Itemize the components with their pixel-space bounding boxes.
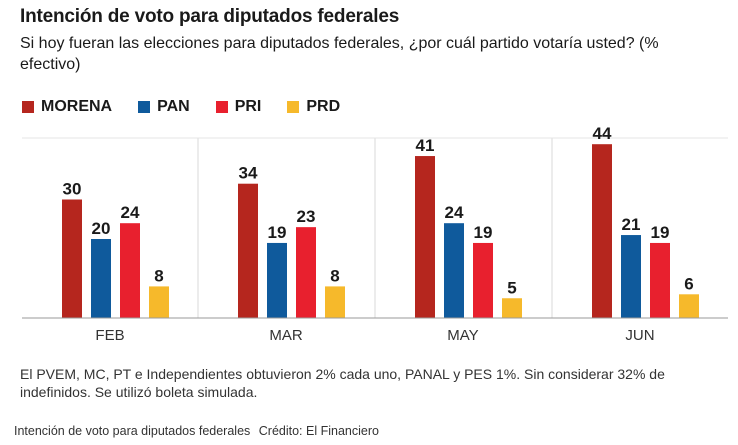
data-label-morena-feb: 30: [63, 180, 82, 199]
legend-item-prd: PRD: [287, 98, 340, 116]
data-label-pan-mar: 19: [268, 223, 287, 242]
data-label-morena-mar: 34: [239, 164, 258, 183]
bar-pri-may: [473, 242, 493, 318]
data-label-pan-jun: 21: [622, 215, 641, 234]
caption-text: Intención de voto para diputados federal…: [14, 424, 251, 438]
data-label-pan-may: 24: [445, 203, 464, 222]
credit-text: Crédito: El Financiero: [258, 424, 379, 438]
footnote: El PVEM, MC, PT e Independientes obtuvie…: [20, 366, 665, 400]
chart-title: Intención de voto para diputados federal…: [20, 6, 400, 27]
legend-item-pri: PRI: [215, 98, 262, 116]
legend-swatch-prd: [287, 101, 300, 113]
legend-label-pan: PAN: [157, 98, 190, 115]
legend-swatch-morena: [22, 101, 34, 113]
legend: MORENA PAN PRI PRD: [22, 97, 366, 117]
legend-swatch-pri: [215, 101, 228, 113]
x-tick-label-may: MAY: [447, 327, 478, 344]
x-tick-label-mar: MAR: [269, 327, 303, 344]
data-label-prd-feb: 8: [154, 266, 163, 285]
legend-item-morena: MORENA: [22, 98, 112, 116]
bar-pan-may: [444, 223, 464, 318]
bar-prd-jun: [679, 294, 699, 318]
bar-pri-mar: [296, 227, 316, 318]
legend-swatch-pan: [138, 101, 151, 113]
legend-label-morena: MORENA: [41, 98, 113, 115]
data-label-morena-may: 41: [416, 136, 435, 155]
data-label-pri-mar: 23: [297, 207, 316, 226]
data-label-morena-jun: 44: [593, 125, 612, 143]
x-tick-label-jun: JUN: [625, 327, 654, 344]
data-label-pri-may: 19: [474, 223, 493, 242]
bar-pri-feb: [120, 223, 140, 318]
bar-pri-jun: [650, 242, 670, 318]
data-label-pri-feb: 24: [121, 203, 140, 222]
data-label-prd-mar: 8: [330, 266, 339, 285]
bar-morena-may: [415, 156, 435, 318]
chart-subtitle: Si hoy fueran las elecciones para diputa…: [20, 35, 659, 73]
caption-credit: Intención de voto para diputados federal…: [14, 424, 379, 438]
bar-pan-mar: [267, 242, 287, 318]
data-label-pri-jun: 19: [651, 223, 670, 242]
bar-prd-feb: [149, 286, 169, 318]
bar-morena-feb: [62, 199, 82, 318]
data-label-pan-feb: 20: [92, 219, 111, 238]
bar-chart: 30 20 24 8 FEB 34 19 23 8 MAR 41 24 19 5 MAY 44 21 19 6 JUN: [22, 125, 728, 344]
data-label-prd-jun: 6: [684, 274, 693, 293]
bar-prd-may: [502, 298, 522, 318]
bar-prd-mar: [325, 286, 345, 318]
legend-item-pan: PAN: [138, 98, 190, 116]
legend-label-prd: PRD: [306, 98, 341, 115]
x-tick-label-feb: FEB: [95, 327, 124, 344]
bar-pan-jun: [621, 235, 641, 318]
bar-morena-jun: [592, 144, 612, 318]
legend-label-pri: PRI: [234, 98, 262, 115]
data-label-prd-may: 5: [507, 278, 516, 297]
bar-pan-feb: [91, 239, 111, 318]
bar-morena-mar: [238, 183, 258, 318]
